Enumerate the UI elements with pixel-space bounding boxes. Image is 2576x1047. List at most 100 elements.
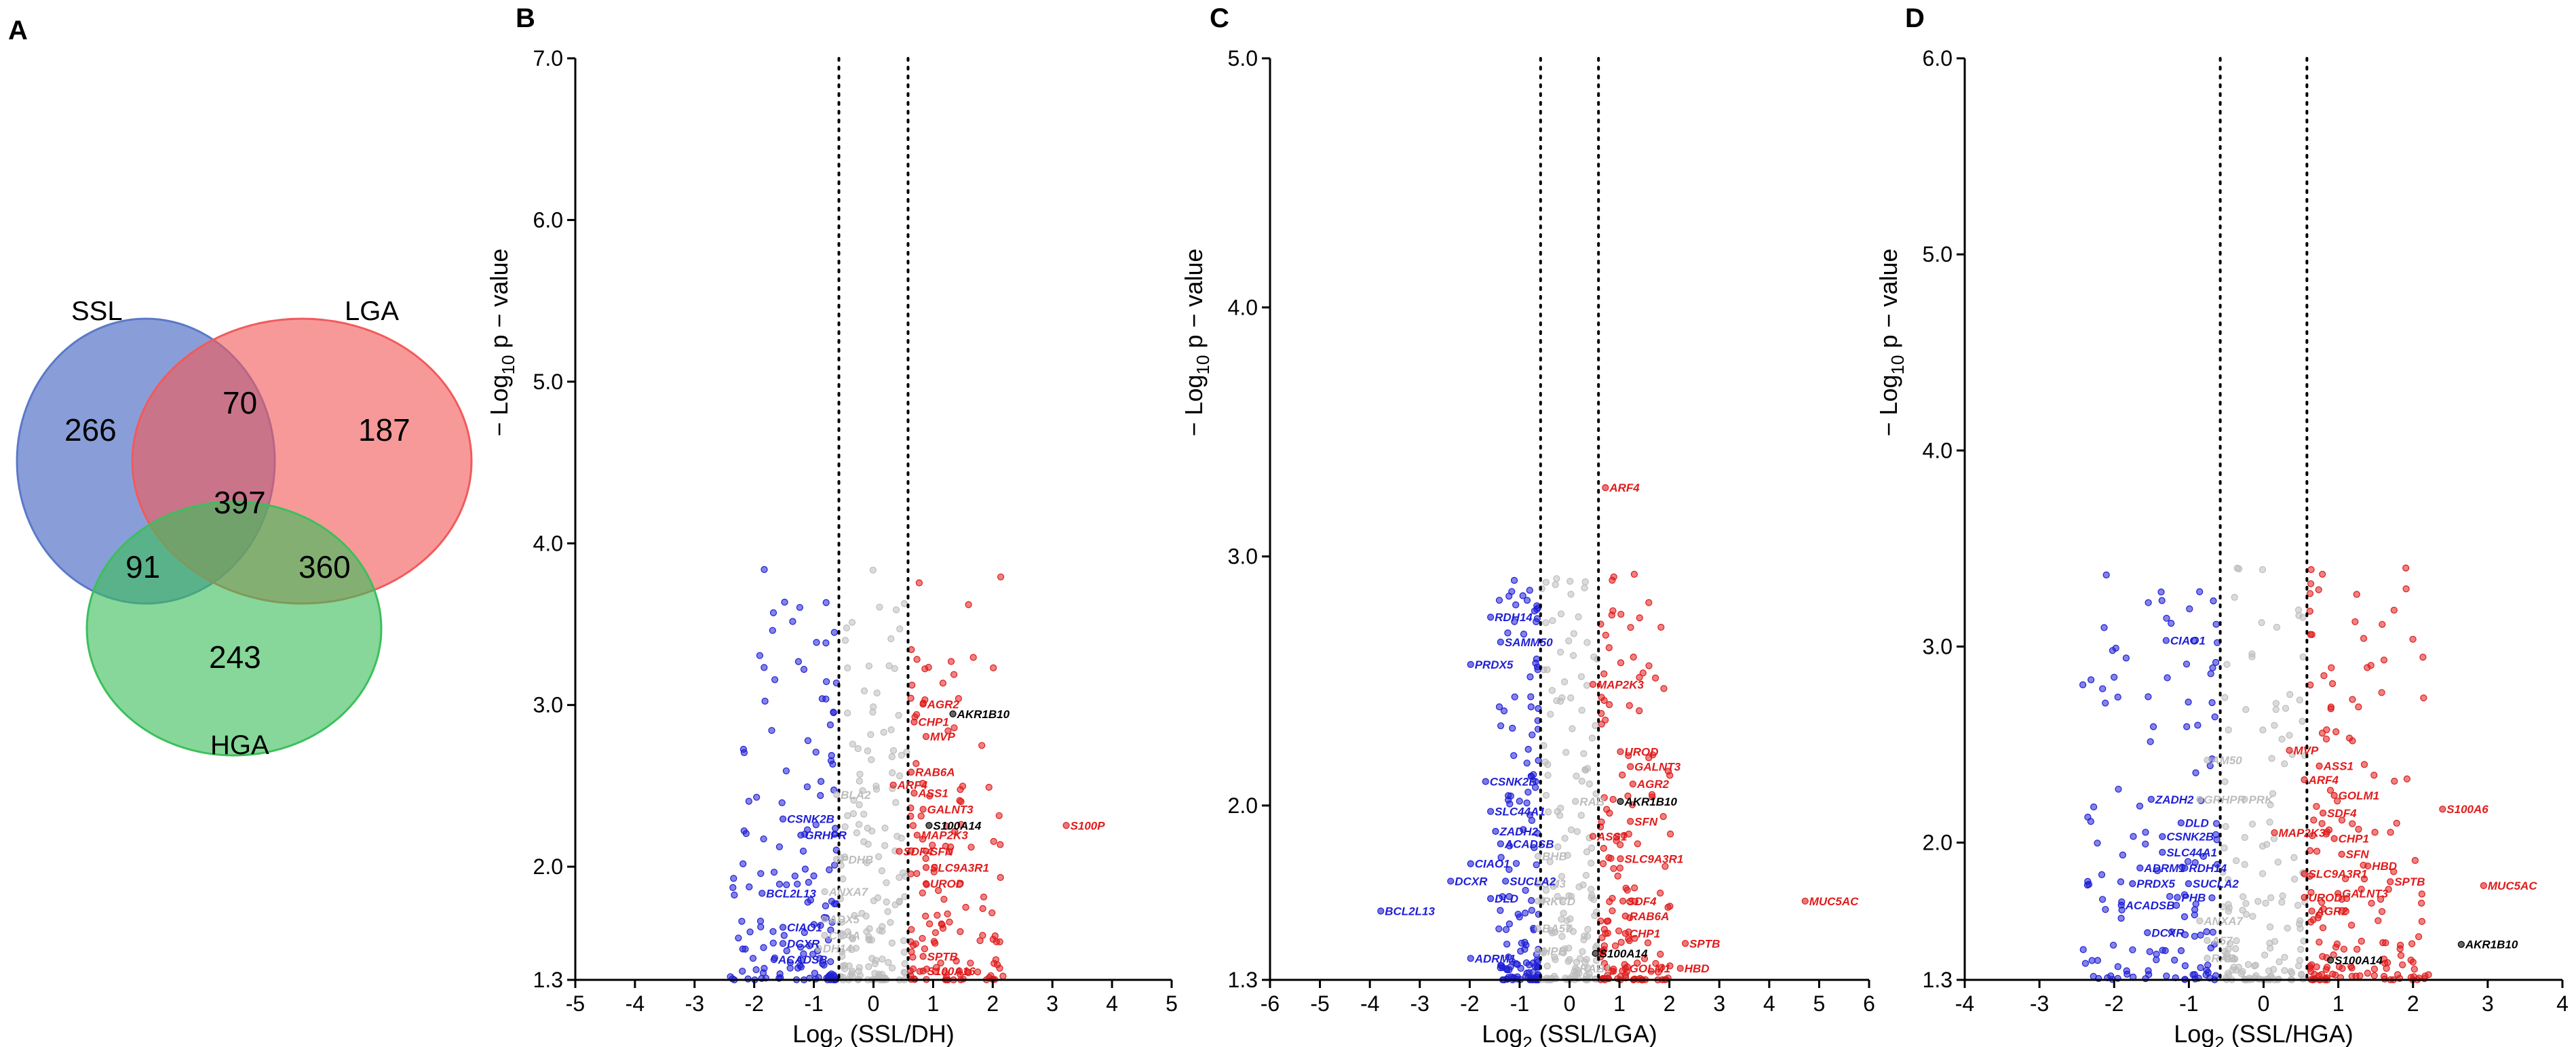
data-point [2232,945,2239,953]
up-gene-label: GALNT3 [1634,760,1681,773]
data-point [801,865,809,873]
data-point [2242,706,2250,713]
data-point [1528,907,1535,914]
data-point [739,860,747,868]
up-gene-label: ARF4 [897,779,928,792]
data-point [1611,942,1619,949]
x-tick-label: -5 [1310,991,1329,1016]
data-point [731,891,738,899]
data-point [1503,941,1511,948]
y-tick-label: 7.0 [533,46,563,71]
up-gene-label: MVP [930,730,956,743]
data-point [1667,830,1674,838]
point-cloud [727,566,1007,984]
data-point [2358,937,2365,945]
ns-gene-label: PDHB [841,853,873,866]
hit-gene-label: AKR1B10 [2465,939,2518,951]
x-tick-label: 0 [1564,991,1576,1016]
x-tick-label: -2 [2104,991,2123,1016]
data-point [1634,960,1641,967]
data-point [1523,597,1531,604]
y-tick-label: 3.0 [1228,545,1258,569]
data-point [1573,958,1580,966]
up-gene-label: SPTB [1689,937,1720,950]
up-gene-label: HBD [1685,962,1710,975]
data-point [2194,722,2202,729]
data-point [940,895,948,903]
data-point [2114,693,2121,701]
data-point [1504,629,1512,637]
data-point [1516,797,1523,805]
data-point [959,783,967,790]
data-point [1560,909,1567,917]
data-point [2322,735,2330,743]
x-axis-label-sub: 2 [2214,1033,2224,1047]
data-point [990,664,997,672]
down-gene-label: ADRM1 [2143,862,2185,875]
up-gene-label: CHP1 [918,716,948,729]
data-point [1531,962,1539,970]
data-point [1550,882,1557,890]
data-point [934,886,942,894]
data-point [1497,964,1504,972]
venn-count-lga-only: 187 [358,412,410,448]
data-point [2221,694,2229,701]
data-point [1552,581,1559,589]
data-point [2088,676,2095,684]
data-point [2231,593,2238,601]
data-point [2207,670,2214,677]
data-point [2258,566,2267,574]
data-point [864,747,872,755]
data-point [2296,917,2304,924]
data-point [2102,906,2109,913]
data-point [1514,911,1522,918]
data-point [761,697,769,705]
up-gene-label: MAP2K3 [2279,827,2326,839]
data-point [775,880,784,888]
data-point [868,756,875,764]
data-point [757,870,765,877]
data-point [865,963,872,970]
data-point [2329,679,2337,688]
y-tick-label: 4.0 [533,531,563,555]
ns-gene-point [821,932,828,939]
ns-gene-label: AM50 [2210,754,2242,767]
data-point [2408,940,2416,947]
data-point [2184,858,2192,865]
data-point [912,711,921,718]
up-gene-label: MUC5AC [2488,880,2537,892]
y-tick-label: 2.0 [1923,831,1953,855]
venn-circle-hga [85,500,383,757]
data-point [1519,592,1526,599]
x-axis-label: Log2 (SSL/DH) [792,1020,955,1047]
data-point [2181,931,2189,939]
data-point [901,960,908,968]
data-point [2402,564,2410,572]
data-point [2186,605,2193,613]
data-point [2079,946,2087,953]
data-point [2225,726,2232,734]
data-point [1615,927,1623,934]
data-point [1531,607,1539,615]
down-gene-point [1482,778,1489,785]
data-point [2286,732,2293,739]
data-point [2349,737,2356,745]
data-point [841,823,849,831]
data-point [2235,565,2243,573]
data-point [2142,829,2149,836]
panel-letter-b: B [516,3,535,33]
data-point [1559,896,1566,904]
data-point [2355,703,2362,711]
data-point [1544,772,1552,779]
data-point [2267,894,2275,902]
down-gene-label: ZADH2 [1499,825,1538,838]
data-point [978,742,986,749]
data-point [1500,707,1508,715]
down-gene-label: ADRM1 [1474,952,1516,965]
data-point [900,948,908,956]
data-point [888,753,896,761]
y-axis-label: − Log10 p − value [1875,248,1908,436]
data-point [2319,570,2326,578]
data-point [1524,745,1532,753]
data-point [1505,842,1514,850]
